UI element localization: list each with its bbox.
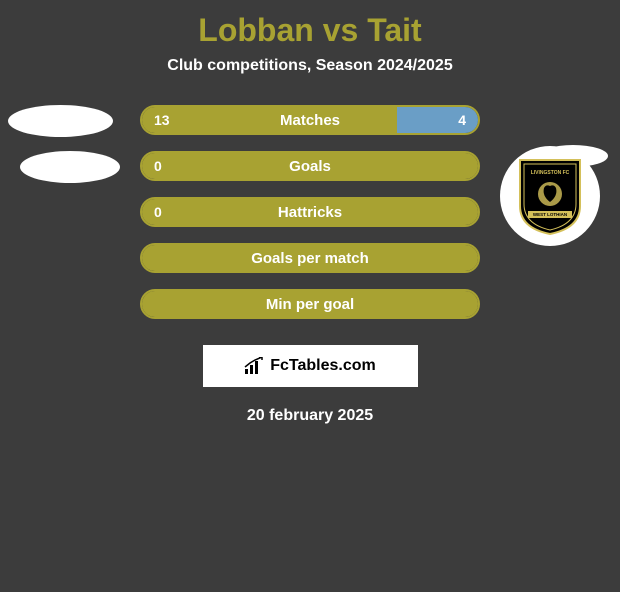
row-matches: 13 Matches 4: [0, 105, 620, 141]
player-left-marker: [8, 105, 113, 137]
page-title: Lobban vs Tait: [0, 12, 620, 49]
row-goals: 0 Goals LIVINGSTON FC WEST LOTHIAN: [0, 151, 620, 187]
bar-goals: 0 Goals: [140, 151, 480, 181]
row-gpm: Goals per match: [0, 243, 620, 279]
bar-label: Goals per match: [251, 250, 369, 267]
row-hattricks: 0 Hattricks: [0, 197, 620, 233]
watermark: FcTables.com: [203, 345, 418, 387]
bar-label: Hattricks: [278, 204, 342, 221]
bar-matches: 13 Matches 4: [140, 105, 480, 135]
bar-label: Min per goal: [266, 296, 354, 313]
subtitle: Club competitions, Season 2024/2025: [0, 57, 620, 75]
date-label: 20 february 2025: [0, 407, 620, 425]
bar-label: Goals: [289, 158, 331, 175]
row-mpg: Min per goal: [0, 289, 620, 325]
badge-top-text: LIVINGSTON FC: [531, 170, 570, 176]
bar-label: Matches: [280, 112, 340, 129]
bar-mpg: Min per goal: [140, 289, 480, 319]
bar-hattricks: 0 Hattricks: [140, 197, 480, 227]
bar-left-value: 13: [142, 107, 397, 133]
chart-icon: [244, 357, 266, 375]
bar-gpm: Goals per match: [140, 243, 480, 273]
player-left-marker-2: [20, 151, 120, 183]
watermark-text: FcTables.com: [270, 357, 376, 375]
bar-right-value: 4: [397, 107, 478, 133]
